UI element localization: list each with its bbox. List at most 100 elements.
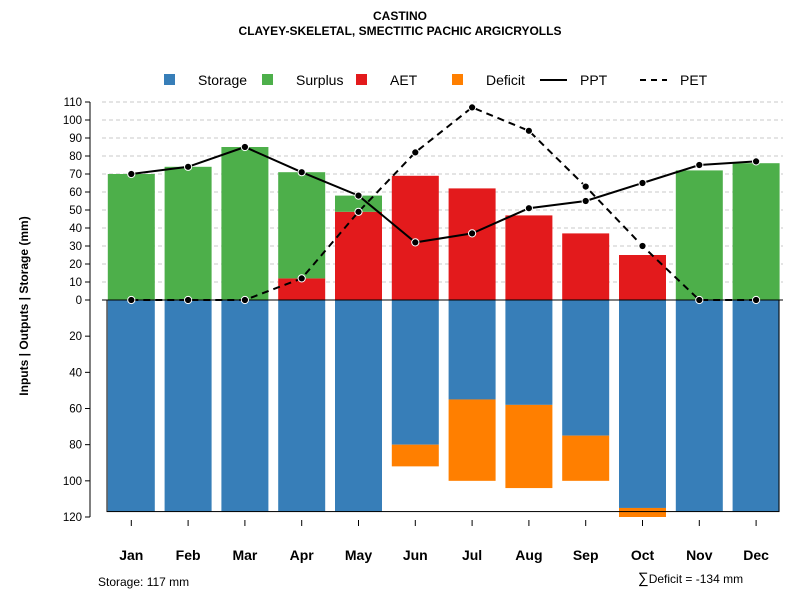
deficit-note: ∑Deficit = -134 mm — [638, 570, 743, 587]
x-tick-label: Apr — [290, 547, 315, 563]
ppt-point — [354, 191, 363, 200]
y-tick-label: 60 — [69, 187, 82, 199]
y-tick-label: 70 — [69, 169, 82, 181]
ppt-point — [127, 169, 136, 179]
x-tick-label: Sep — [573, 547, 599, 563]
y-tick-label: 40 — [69, 223, 82, 235]
y-tick-label: 80 — [69, 151, 82, 163]
storage-bar — [619, 300, 666, 508]
aet-bar — [335, 211, 382, 300]
ppt-point — [695, 160, 704, 170]
x-tick-label: Jan — [119, 547, 143, 563]
y-tick-label: 120 — [63, 512, 82, 524]
y-tick-label: 90 — [69, 133, 82, 145]
aet-bar — [448, 188, 496, 300]
ppt-point — [468, 229, 477, 238]
storage-bar — [562, 300, 610, 436]
storage-bar — [164, 300, 212, 512]
deficit-bar — [391, 444, 439, 467]
aet-bar — [391, 175, 439, 300]
storage-bar — [335, 300, 382, 512]
ppt-point — [752, 157, 761, 166]
x-tick-label: Feb — [176, 547, 201, 563]
storage-bar — [391, 300, 439, 445]
y-tick-label: 100 — [63, 115, 82, 127]
x-tick-label: Aug — [515, 547, 542, 563]
legend-label-pet: PET — [680, 72, 708, 88]
y-tick-label: 10 — [69, 277, 82, 289]
pet-point — [752, 295, 761, 305]
ppt-point — [524, 204, 534, 213]
deficit-note-text: Deficit = -134 mm — [648, 572, 744, 586]
ppt-point — [581, 196, 590, 206]
pet-point — [411, 148, 420, 157]
legend-swatch-deficit — [452, 74, 463, 85]
deficit-bar — [562, 435, 610, 481]
ppt-point — [184, 162, 193, 171]
storage-bar — [448, 300, 496, 400]
storage-bar — [675, 300, 723, 512]
chart-title: CASTINO — [373, 9, 427, 23]
chart-subtitle: CLAYEY-SKELETAL, SMECTITIC PACHIC ARGICR… — [238, 24, 562, 38]
y-tick-label: 20 — [69, 331, 82, 343]
surplus-bar — [278, 172, 326, 279]
legend-swatch-aet — [356, 74, 367, 85]
storage-note: Storage: 117 mm — [98, 575, 190, 589]
ppt-point — [638, 178, 647, 188]
y-axis-label: Inputs | Outputs | Storage (mm) — [17, 216, 31, 395]
storage-bar — [221, 300, 269, 512]
ppt-point — [411, 238, 420, 247]
surplus-bar — [107, 174, 155, 300]
surplus-bar — [221, 147, 269, 300]
x-tick-label: Nov — [686, 547, 713, 563]
surplus-bar — [732, 163, 780, 300]
pet-point — [127, 295, 136, 305]
x-tick-label: Dec — [743, 547, 769, 563]
ppt-point — [297, 168, 306, 177]
y-tick-label: 40 — [69, 367, 82, 379]
y-tick-label: 60 — [69, 404, 82, 416]
x-tick-label: Oct — [631, 547, 655, 563]
chart-title-block: CASTINO CLAYEY-SKELETAL, SMECTITIC PACHI… — [0, 9, 800, 39]
storage-bar — [732, 300, 780, 512]
aet-bar — [505, 215, 553, 300]
storage-bar — [107, 300, 155, 512]
legend-label-aet: AET — [390, 72, 418, 88]
x-tick-label: May — [345, 547, 372, 563]
pet-point — [581, 182, 590, 191]
legend-label-ppt: PPT — [580, 72, 608, 88]
deficit-bar — [505, 404, 553, 489]
pet-point — [638, 241, 647, 251]
pet-point — [297, 274, 306, 283]
y-tick-label: 30 — [69, 241, 82, 253]
legend-swatch-storage — [164, 74, 175, 85]
pet-point — [240, 295, 249, 305]
aet-bar — [619, 255, 666, 300]
legend-label-surplus: Surplus — [296, 72, 343, 88]
storage-bar — [278, 300, 326, 512]
sigma-symbol: ∑ — [638, 570, 649, 587]
storage-bar — [505, 300, 553, 405]
pet-point — [524, 126, 534, 135]
surplus-bar — [675, 170, 723, 300]
y-tick-label: 80 — [69, 440, 82, 452]
deficit-bar — [619, 507, 666, 517]
y-tick-label: 20 — [69, 259, 82, 271]
x-tick-label: Jul — [462, 547, 482, 563]
x-tick-label: Jun — [403, 547, 428, 563]
aet-bar — [562, 233, 610, 300]
ppt-point — [240, 142, 249, 152]
legend-label-deficit: Deficit — [486, 72, 525, 88]
y-tick-label: 100 — [63, 476, 82, 488]
y-tick-label: 110 — [64, 97, 82, 109]
legend-label-storage: Storage — [198, 72, 247, 88]
pet-point — [184, 295, 193, 305]
y-tick-label: 0 — [76, 295, 82, 307]
pet-point — [468, 103, 477, 112]
pet-point — [354, 207, 363, 216]
surplus-bar — [164, 166, 212, 300]
pet-point — [695, 295, 704, 305]
x-tick-label: Mar — [232, 547, 257, 563]
pet-line — [131, 106, 757, 301]
